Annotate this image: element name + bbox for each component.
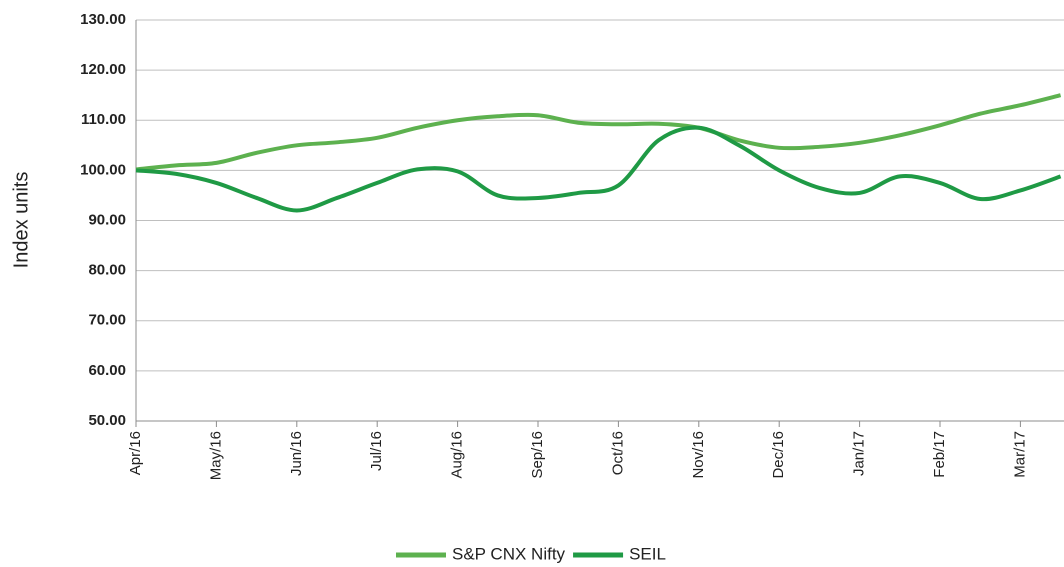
y-tick-label: 90.00 [88,211,126,228]
x-tick-label: Apr/16 [127,431,144,475]
y-tick-label: 60.00 [88,362,126,379]
y-tick-label: 50.00 [88,412,126,429]
x-tick-label: Feb/17 [931,431,948,478]
x-tick-label: Sep/16 [529,431,546,479]
x-tick-label: Jul/16 [368,431,385,471]
legend-label: S&P CNX Nifty [452,544,566,563]
x-tick-label: Nov/16 [690,431,707,479]
x-tick-label: May/16 [207,431,224,480]
y-tick-label: 100.00 [80,161,126,178]
y-axis-label: Index units [10,172,32,269]
y-tick-label: 110.00 [81,111,126,128]
y-tick-label: 130.00 [80,11,126,28]
x-tick-label: Aug/16 [449,431,466,479]
series-line [135,93,1062,172]
y-tick-label: 80.00 [88,262,126,279]
legend-label: SEIL [629,544,666,563]
y-tick-label: 120.00 [80,61,126,78]
x-tick-label: Dec/16 [770,431,787,479]
y-tick-label: 70.00 [88,312,126,329]
x-tick-label: Jan/17 [851,431,868,476]
series-line [135,125,1062,213]
x-tick-label: Jun/16 [288,431,305,476]
x-tick-label: Oct/16 [609,431,626,475]
x-tick-label: Mar/17 [1011,431,1028,478]
